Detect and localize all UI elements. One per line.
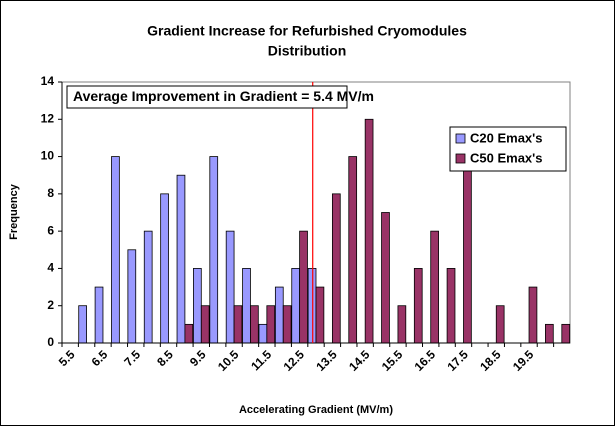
y-tick-label: 12 <box>41 111 55 125</box>
bar <box>331 193 341 344</box>
annotation-box <box>66 85 348 109</box>
legend-label: C50 Emax's <box>470 150 542 165</box>
bar <box>184 323 194 344</box>
bar <box>242 268 251 344</box>
legend-swatch <box>455 153 466 164</box>
bar <box>307 268 317 344</box>
y-axis-title: Frequency <box>8 183 20 240</box>
bar <box>291 268 301 344</box>
bar <box>495 305 505 344</box>
bar <box>258 323 268 344</box>
bar <box>111 156 120 344</box>
y-tick-label: 2 <box>47 298 54 312</box>
bar <box>127 249 137 344</box>
bar <box>250 305 259 344</box>
y-tick-label: 8 <box>47 186 54 200</box>
bar <box>381 212 390 344</box>
bar <box>348 156 358 344</box>
bar <box>561 323 571 344</box>
x-axis-title: Accelerating Gradient (MV/m) <box>239 404 393 416</box>
bar <box>225 230 235 344</box>
y-tick-label: 4 <box>47 261 54 275</box>
annotation: Average Improvement in Gradient = 5.4 MV… <box>73 88 374 104</box>
bar <box>209 156 219 344</box>
bar <box>364 118 374 344</box>
bar <box>545 323 554 344</box>
y-tick-label: 14 <box>41 74 55 88</box>
bar <box>299 230 308 344</box>
legend-label: C20 Emax's <box>470 130 542 145</box>
chart-title: Gradient Increase for Refurbished Cryomo… <box>147 23 467 39</box>
bar <box>78 305 87 344</box>
bar <box>528 286 538 344</box>
bar <box>446 268 456 344</box>
bar <box>397 305 407 344</box>
bar <box>315 286 325 344</box>
bar <box>430 230 439 344</box>
bar <box>193 268 202 344</box>
y-tick-label: 6 <box>47 223 54 237</box>
bar <box>143 230 153 344</box>
bar <box>233 305 243 344</box>
bar <box>413 268 423 344</box>
legend-swatch <box>455 133 466 144</box>
bar <box>274 286 284 344</box>
bar <box>94 286 104 344</box>
legend-box <box>449 126 567 172</box>
y-tick-label: 10 <box>41 149 55 163</box>
bar <box>176 174 186 344</box>
y-tick-label: 0 <box>47 335 54 349</box>
bar <box>463 156 472 344</box>
chart-title: Distribution <box>268 43 347 59</box>
bar <box>160 193 169 344</box>
bar <box>200 305 210 344</box>
bar <box>266 305 276 344</box>
bar <box>282 305 292 344</box>
